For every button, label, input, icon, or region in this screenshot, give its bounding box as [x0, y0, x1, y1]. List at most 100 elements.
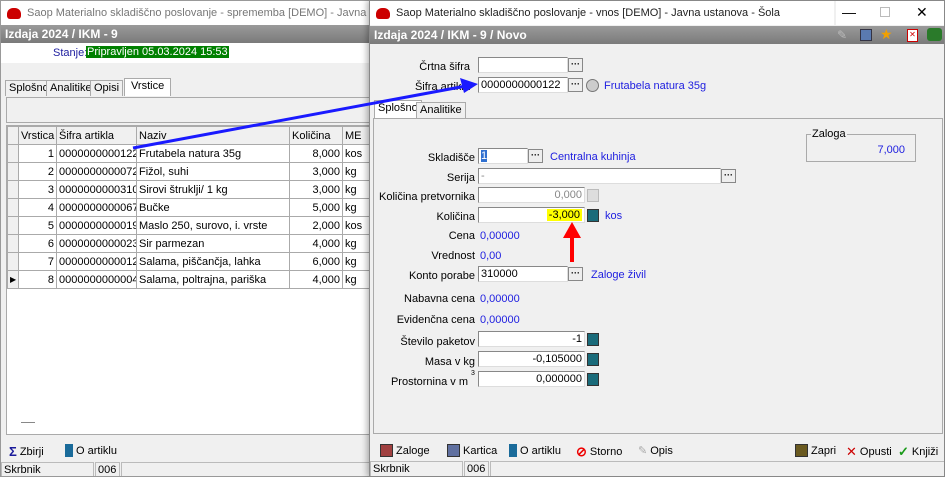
- skladisce-input[interactable]: 1: [478, 148, 528, 164]
- konto-porabe-input[interactable]: 310000: [478, 266, 568, 282]
- calculator-icon[interactable]: [587, 333, 599, 346]
- row-indicator[interactable]: [7, 162, 19, 181]
- cell-kolicina[interactable]: 3,000: [289, 162, 343, 181]
- col-header-kolicina[interactable]: Količina: [289, 126, 343, 145]
- cell-vrstica[interactable]: 1: [18, 144, 57, 163]
- stevilo-paketov-input[interactable]: -1: [478, 331, 585, 347]
- cell-naziv[interactable]: Frutabela natura 35g: [136, 144, 290, 163]
- cell-sifra[interactable]: 0000000000004: [56, 270, 137, 289]
- help-book-icon[interactable]: [927, 28, 942, 41]
- row-indicator[interactable]: [7, 234, 19, 253]
- crtna-sifra-lookup-button[interactable]: ···: [568, 58, 583, 72]
- tab-analitike[interactable]: Analitike: [416, 102, 466, 118]
- col-header-naziv[interactable]: Naziv: [136, 126, 290, 145]
- konto-lookup-button[interactable]: ···: [568, 267, 583, 281]
- tab-analitike[interactable]: Analitike: [46, 80, 96, 96]
- star-icon[interactable]: ★: [880, 26, 893, 42]
- cell-vrstica[interactable]: 7: [18, 252, 57, 271]
- edit-icon[interactable]: ✎: [837, 28, 848, 42]
- table-row[interactable]: 4 0000000000067 Bučke 5,000 kg: [7, 198, 369, 217]
- cell-kolicina[interactable]: 4,000: [289, 270, 343, 289]
- table-row[interactable]: 1 0000000000122 Frutabela natura 35g 8,000 k…: [7, 144, 369, 163]
- calculator-icon[interactable]: [587, 373, 599, 386]
- cell-sifra[interactable]: 0000000000023: [56, 234, 137, 253]
- serija-input[interactable]: -: [478, 168, 721, 184]
- row-indicator[interactable]: [7, 252, 19, 271]
- row-indicator[interactable]: [7, 144, 19, 163]
- minimize-button[interactable]: —: [842, 4, 856, 20]
- knjizi-button[interactable]: ✓ Knjiži: [898, 444, 938, 460]
- calculator-icon[interactable]: [587, 189, 599, 202]
- o-artiklu-button-left[interactable]: O artiklu: [65, 444, 117, 457]
- zapri-button[interactable]: Zapri: [795, 444, 836, 457]
- kartica-button[interactable]: Kartica: [447, 444, 497, 457]
- cell-sifra[interactable]: 0000000000122: [56, 144, 137, 163]
- zbirni-button[interactable]: Σ Zbirji: [9, 444, 44, 459]
- cell-me[interactable]: kos: [342, 144, 369, 163]
- cell-kolicina[interactable]: 8,000: [289, 144, 343, 163]
- cell-vrstica[interactable]: 2: [18, 162, 57, 181]
- table-row[interactable]: 6 0000000000023 Sir parmezan 4,000 kg: [7, 234, 369, 253]
- maximize-button[interactable]: [880, 7, 890, 17]
- cell-me[interactable]: kg: [342, 270, 369, 289]
- cell-me[interactable]: kos: [342, 216, 369, 235]
- cell-naziv[interactable]: Sirovi štruklji/ 1 kg: [136, 180, 290, 199]
- calculator-icon[interactable]: [587, 209, 599, 222]
- cell-naziv[interactable]: Salama, piščančja, lahka: [136, 252, 290, 271]
- delete-doc-icon[interactable]: ✕: [907, 29, 918, 42]
- cell-me[interactable]: kg: [342, 198, 369, 217]
- table-row[interactable]: 7 0000000000012 Salama, piščančja, lahka 6,…: [7, 252, 369, 271]
- grid-icon[interactable]: [860, 29, 872, 41]
- close-button[interactable]: ✕: [916, 4, 928, 20]
- cell-kolicina[interactable]: 5,000: [289, 198, 343, 217]
- cell-vrstica[interactable]: 6: [18, 234, 57, 253]
- tab-splosno[interactable]: Splošno: [374, 100, 422, 118]
- cell-kolicina[interactable]: 4,000: [289, 234, 343, 253]
- table-row[interactable]: 3 0000000000310 Sirovi štruklji/ 1 kg 3,000…: [7, 180, 369, 199]
- calculator-icon[interactable]: [587, 353, 599, 366]
- sifra-artikla-lookup-button[interactable]: ···: [568, 78, 583, 92]
- cell-me[interactable]: kg: [342, 180, 369, 199]
- opusti-button[interactable]: ✕ Opusti: [846, 444, 892, 460]
- cell-vrstica[interactable]: 8: [18, 270, 57, 289]
- cell-sifra[interactable]: 0000000000067: [56, 198, 137, 217]
- cell-naziv[interactable]: Maslo 250, surovo, i. vrste: [136, 216, 290, 235]
- row-indicator[interactable]: [7, 180, 19, 199]
- cell-vrstica[interactable]: 5: [18, 216, 57, 235]
- cell-sifra[interactable]: 0000000000019: [56, 216, 137, 235]
- cell-kolicina[interactable]: 2,000: [289, 216, 343, 235]
- kolicina-input[interactable]: -3,000: [478, 207, 585, 223]
- cell-me[interactable]: kg: [342, 162, 369, 181]
- cell-naziv[interactable]: Bučke: [136, 198, 290, 217]
- sifra-artikla-input[interactable]: 0000000000122: [478, 77, 568, 93]
- cell-kolicina[interactable]: 3,000: [289, 180, 343, 199]
- zaloge-button[interactable]: Zaloge: [380, 444, 430, 457]
- tab-vrstice[interactable]: Vrstice: [124, 78, 172, 96]
- cell-naziv[interactable]: Salama, poltrajna, pariška: [136, 270, 290, 289]
- article-details-icon[interactable]: [586, 79, 599, 92]
- o-artiklu-button[interactable]: O artiklu: [509, 444, 561, 457]
- col-header-vrstica[interactable]: Vrstica: [18, 126, 57, 145]
- cell-kolicina[interactable]: 6,000: [289, 252, 343, 271]
- row-indicator[interactable]: [7, 216, 19, 235]
- table-row[interactable]: 5 0000000000019 Maslo 250, surovo, i. vrst…: [7, 216, 369, 235]
- lines-grid[interactable]: Vrstica Šifra artikla Naziv Količina ME …: [6, 125, 369, 435]
- cell-me[interactable]: kg: [342, 234, 369, 253]
- row-indicator[interactable]: [7, 198, 19, 217]
- skladisce-lookup-button[interactable]: ···: [528, 149, 543, 163]
- prostornina-input[interactable]: 0,000000: [478, 371, 585, 387]
- table-row[interactable]: 2 0000000000072 Fižol, suhi 3,000 kg: [7, 162, 369, 181]
- col-header-me[interactable]: ME: [342, 126, 369, 145]
- col-header-sifra[interactable]: Šifra artikla: [56, 126, 137, 145]
- cell-me[interactable]: kg: [342, 252, 369, 271]
- table-row[interactable]: ▶ 8 0000000000004 Salama, poltrajna, parišk…: [7, 270, 369, 289]
- masa-input[interactable]: -0,105000: [478, 351, 585, 367]
- crtna-sifra-input[interactable]: [478, 57, 568, 73]
- cell-naziv[interactable]: Sir parmezan: [136, 234, 290, 253]
- cell-naziv[interactable]: Fižol, suhi: [136, 162, 290, 181]
- opis-button[interactable]: ✎ Opis: [638, 444, 673, 458]
- cell-vrstica[interactable]: 4: [18, 198, 57, 217]
- serija-lookup-button[interactable]: ···: [721, 169, 736, 183]
- storno-button[interactable]: ⊘ Storno: [576, 444, 622, 460]
- kolicina-pretvornika-input[interactable]: 0,000: [478, 187, 585, 203]
